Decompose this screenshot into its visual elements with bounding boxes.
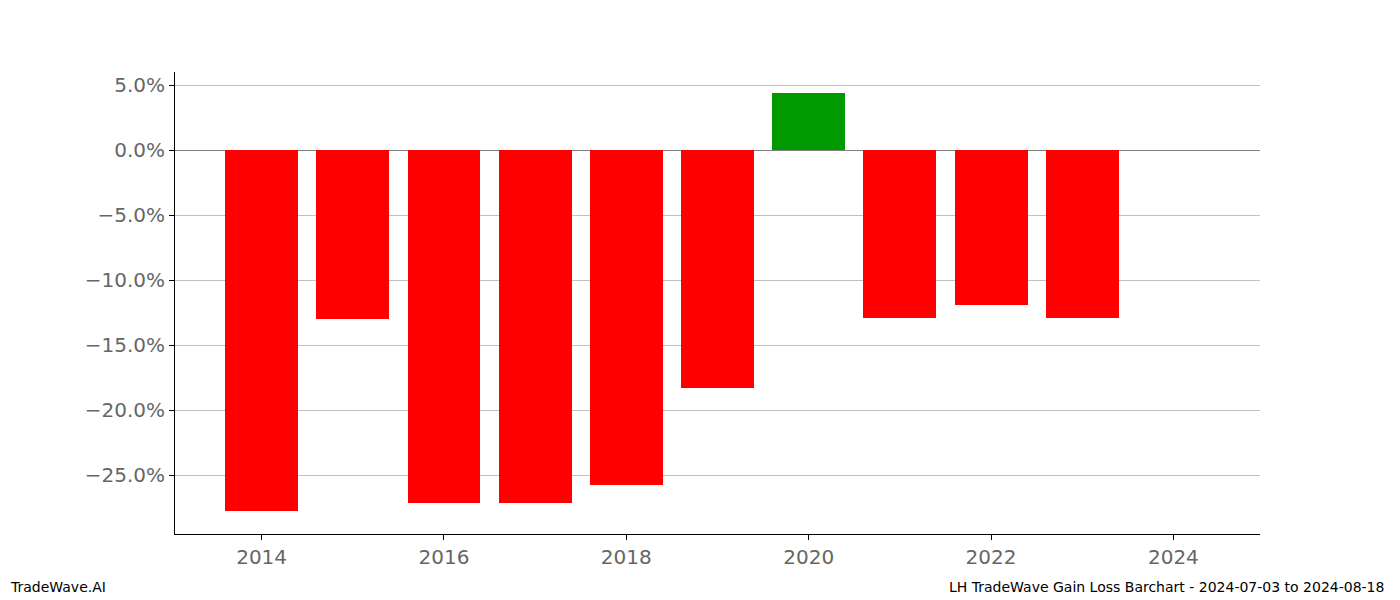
svg-text:−15.0%: −15.0%: [85, 333, 165, 357]
svg-text:TradeWave.AI: TradeWave.AI: [10, 579, 106, 595]
svg-text:2022: 2022: [966, 545, 1017, 569]
svg-text:2016: 2016: [419, 545, 470, 569]
svg-text:2018: 2018: [601, 545, 652, 569]
svg-text:LH TradeWave Gain Loss Barchar: LH TradeWave Gain Loss Barchart - 2024-0…: [949, 579, 1384, 595]
svg-text:−10.0%: −10.0%: [85, 268, 165, 292]
svg-text:2020: 2020: [783, 545, 834, 569]
svg-text:2024: 2024: [1148, 545, 1199, 569]
svg-text:−25.0%: −25.0%: [85, 463, 165, 487]
svg-text:−20.0%: −20.0%: [85, 398, 165, 422]
svg-text:−5.0%: −5.0%: [97, 203, 165, 227]
svg-text:2014: 2014: [236, 545, 287, 569]
svg-text:0.0%: 0.0%: [114, 138, 165, 162]
svg-text:5.0%: 5.0%: [114, 73, 165, 97]
